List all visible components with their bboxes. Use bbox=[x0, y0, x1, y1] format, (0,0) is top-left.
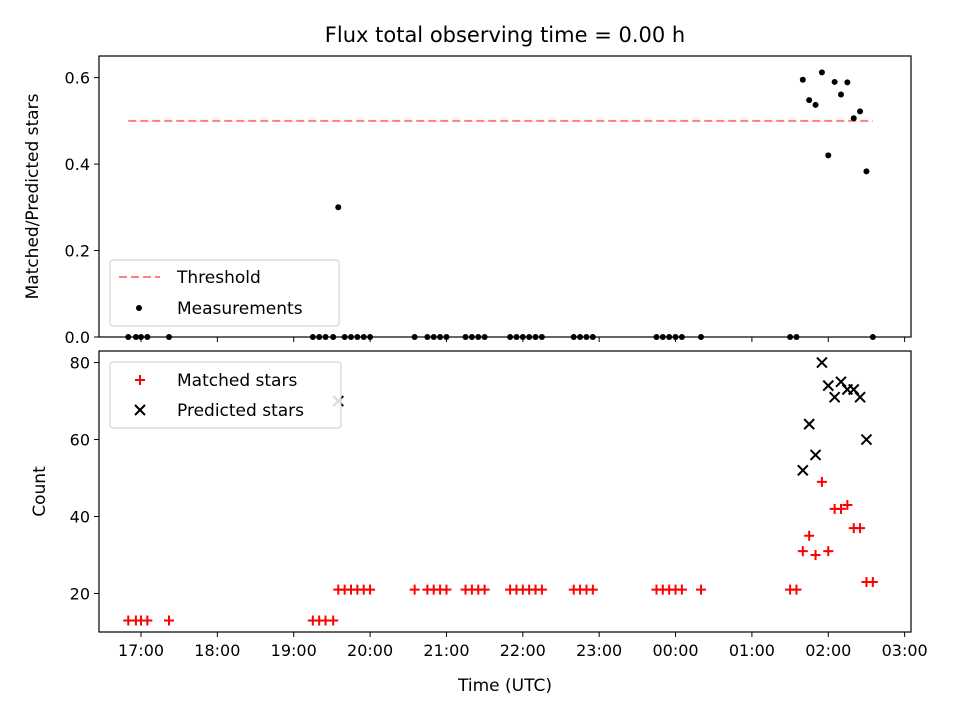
predicted-stars-point bbox=[803, 418, 815, 430]
predicted-stars-point bbox=[809, 449, 822, 461]
matched-stars-point bbox=[441, 584, 452, 595]
legend-predicted-swatch bbox=[134, 404, 146, 416]
top-panel: 0.0 0.2 0.4 0.6 Matched/Predicted stars Thres… bbox=[23, 55, 912, 347]
x-tick-label: 02:00 bbox=[805, 641, 851, 660]
measurement-point bbox=[825, 152, 832, 159]
measurement-point bbox=[806, 97, 813, 104]
matched-stars-point bbox=[142, 615, 153, 626]
legend-threshold-label: Threshold bbox=[176, 268, 261, 288]
x-tick-label: 22:00 bbox=[500, 641, 546, 660]
y-tick-label: 0.2 bbox=[65, 242, 90, 261]
legend-box bbox=[109, 361, 342, 429]
y-axis-label: Matched/Predicted stars bbox=[23, 93, 43, 299]
top-legend: Threshold Measurements bbox=[109, 259, 340, 327]
measurement-point bbox=[818, 69, 825, 76]
matched-stars-point bbox=[409, 584, 420, 595]
matched-stars-point bbox=[804, 530, 815, 541]
matched-stars-point bbox=[791, 584, 802, 595]
legend-box bbox=[109, 259, 340, 327]
predicted-stars-point bbox=[854, 391, 866, 403]
legend-measurements-swatch bbox=[136, 305, 142, 311]
predicted-stars-point bbox=[828, 391, 841, 403]
matched-stars-point bbox=[365, 584, 376, 595]
matched-stars-point bbox=[842, 499, 853, 510]
legend-predicted-label: Predicted stars bbox=[177, 401, 304, 421]
x-tick-label: 03:00 bbox=[882, 641, 928, 660]
measurement-point bbox=[850, 115, 857, 122]
legend-matched-label: Matched stars bbox=[177, 371, 297, 391]
matched-stars-point bbox=[164, 615, 174, 626]
x-tick-label: 01:00 bbox=[729, 641, 775, 660]
x-axis-label: Time (UTC) bbox=[457, 676, 552, 696]
top-axes-frame bbox=[98, 55, 912, 338]
matched-stars-point bbox=[696, 584, 706, 595]
measurement-point bbox=[863, 168, 870, 175]
measurement-point bbox=[799, 76, 806, 83]
chart-title: Flux total observing time = 0.00 h bbox=[325, 23, 685, 47]
x-tick-label: 20:00 bbox=[347, 641, 393, 660]
matched-stars-point bbox=[867, 576, 878, 587]
bottom-panel: 20 40 60 80 17:00 18:00 19:00 20:00 21:00 22:00 23… bbox=[30, 350, 928, 660]
matched-stars-point bbox=[836, 503, 846, 514]
matched-stars-point bbox=[536, 584, 547, 595]
bottom-legend: Matched stars Predicted stars bbox=[109, 361, 342, 429]
y-tick-label: 80 bbox=[70, 354, 90, 373]
matched-stars-point bbox=[587, 584, 598, 595]
bottom-axes-frame bbox=[98, 350, 912, 633]
y-axis-label: Count bbox=[30, 466, 50, 517]
y-tick-label: 60 bbox=[70, 431, 90, 450]
predicted-stars-point bbox=[816, 356, 828, 369]
x-tick-label: 00:00 bbox=[652, 641, 698, 660]
measurement-point bbox=[335, 204, 342, 211]
y-tick-label: 40 bbox=[70, 508, 90, 527]
x-tick-label: 21:00 bbox=[423, 641, 469, 660]
measurement-point bbox=[812, 101, 819, 108]
matched-stars-point bbox=[810, 550, 821, 561]
matched-stars-point bbox=[479, 584, 490, 595]
matched-stars-point bbox=[328, 615, 339, 626]
y-tick-label: 0.4 bbox=[65, 155, 90, 174]
y-tick-label: 0.6 bbox=[65, 69, 90, 88]
measurement-point bbox=[844, 79, 851, 86]
matched-stars-point bbox=[855, 523, 866, 534]
predicted-stars-point bbox=[797, 464, 809, 477]
matched-stars-point bbox=[676, 584, 687, 595]
measurement-point bbox=[857, 108, 864, 115]
predicted-stars-point bbox=[860, 433, 873, 446]
x-tick-label: 23:00 bbox=[576, 641, 622, 660]
matched-stars-point bbox=[816, 476, 827, 487]
y-tick-label: 20 bbox=[70, 585, 90, 604]
x-tick-label: 19:00 bbox=[271, 641, 317, 660]
legend-matched-swatch bbox=[135, 375, 145, 385]
predicted-stars-point bbox=[822, 379, 834, 392]
measurement-point bbox=[838, 91, 844, 98]
x-tick-label: 17:00 bbox=[118, 641, 164, 660]
matched-stars-point bbox=[823, 546, 834, 557]
measurement-point bbox=[831, 78, 838, 85]
legend-measurements-label: Measurements bbox=[177, 299, 303, 319]
y-tick-label: 0.0 bbox=[65, 328, 90, 347]
x-tick-label: 18:00 bbox=[194, 641, 240, 660]
matched-stars-point bbox=[797, 546, 808, 557]
